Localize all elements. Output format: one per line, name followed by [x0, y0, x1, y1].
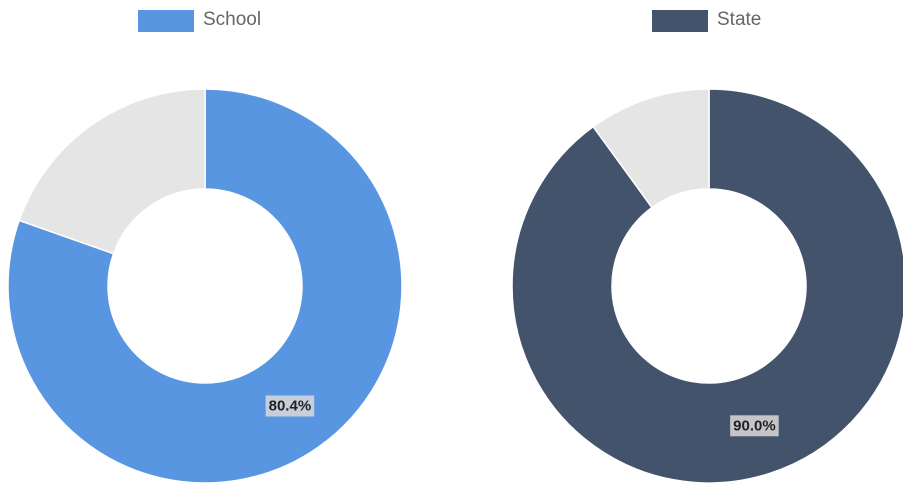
- state-legend-swatch: [652, 10, 708, 32]
- school-data-label: 80.4%: [265, 395, 315, 417]
- school-donut-chart: School 80.4%: [0, 0, 420, 483]
- state-legend-label: State: [717, 9, 762, 30]
- state-slice-1[interactable]: [592, 88, 710, 209]
- state-legend[interactable]: State: [504, 4, 903, 32]
- school-slice-1[interactable]: [18, 88, 206, 255]
- state-donut-chart: State 90.0%: [504, 0, 903, 483]
- state-data-label-text: 90.0%: [733, 417, 776, 434]
- state-slice-0[interactable]: [511, 88, 903, 483]
- state-donut-svg: 90.0%: [511, 88, 903, 483]
- school-legend-swatch: [138, 10, 194, 32]
- state-data-label: 90.0%: [730, 415, 779, 437]
- school-legend-label: School: [203, 9, 262, 30]
- state-data-label-box: [730, 415, 779, 437]
- school-slice-0[interactable]: [7, 88, 403, 483]
- school-legend[interactable]: School: [0, 4, 420, 32]
- school-data-label-text: 80.4%: [269, 398, 312, 415]
- school-donut-svg: 80.4%: [7, 88, 403, 483]
- school-data-label-box: [265, 395, 315, 417]
